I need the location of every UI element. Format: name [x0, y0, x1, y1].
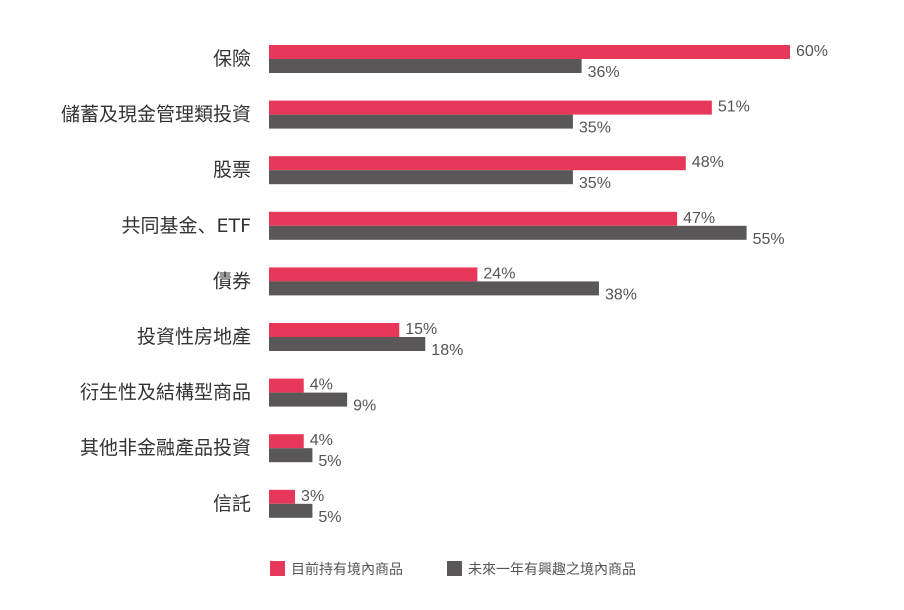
category-label: 保險 [213, 48, 251, 70]
legend-swatch-future [447, 561, 462, 576]
bar-future [269, 114, 573, 129]
category-label: 儲蓄及現金管理類投資 [61, 104, 251, 126]
legend-label-future: 未來一年有興趣之境內商品 [468, 562, 636, 578]
value-labels: 60% 36% 51% 35% 48% 35% 47% 55% 24% 38% 15% 18% 4% 9%… [301, 43, 828, 526]
value-label-future: 35% [579, 175, 611, 192]
value-label-current: 60% [796, 43, 828, 60]
value-label-current: 51% [718, 99, 750, 116]
value-label-future: 9% [353, 398, 376, 415]
bar-current [269, 100, 712, 115]
bar-current [269, 211, 678, 226]
legend: 目前持有境內商品 未來一年有興趣之境內商品 [270, 561, 636, 578]
legend-label-current: 目前持有境內商品 [291, 561, 403, 578]
bar-current [269, 378, 304, 393]
bar-future [269, 448, 313, 463]
legend-swatch-current [270, 561, 285, 576]
bars [269, 45, 790, 518]
bar-future [269, 503, 313, 518]
value-label-future: 35% [579, 120, 611, 137]
bar-future [269, 225, 747, 240]
value-label-current: 4% [310, 377, 333, 394]
bar-current [269, 267, 478, 282]
value-label-future: 5% [318, 509, 341, 526]
category-label: 共同基金、ETF [121, 215, 251, 237]
category-label: 股票 [213, 159, 251, 181]
value-label-current: 3% [301, 488, 324, 505]
bar-current [269, 45, 790, 59]
value-label-current: 15% [405, 321, 437, 338]
value-label-current: 48% [692, 154, 724, 171]
category-label: 其他非金融產品投資 [80, 437, 251, 459]
value-label-future: 55% [753, 231, 785, 248]
category-label: 衍生性及結構型商品 [80, 382, 251, 404]
bar-current [269, 323, 400, 337]
bar-future [269, 281, 599, 296]
bar-current [269, 434, 304, 449]
bar-future [269, 59, 582, 73]
category-label: 信託 [213, 493, 251, 515]
value-label-future: 38% [605, 286, 637, 303]
bar-current [269, 489, 296, 504]
value-label-current: 4% [310, 432, 333, 449]
value-label-current: 24% [483, 265, 515, 282]
category-label: 投資性房地產 [137, 326, 251, 348]
value-label-future: 36% [588, 64, 620, 81]
value-label-future: 5% [318, 453, 341, 470]
value-label-current: 47% [683, 210, 715, 227]
bar-current [269, 156, 686, 171]
bar-future [269, 337, 426, 351]
value-label-future: 18% [431, 342, 463, 359]
bar-future [269, 392, 348, 407]
bar-future [269, 170, 573, 185]
category-label: 債券 [213, 270, 251, 292]
